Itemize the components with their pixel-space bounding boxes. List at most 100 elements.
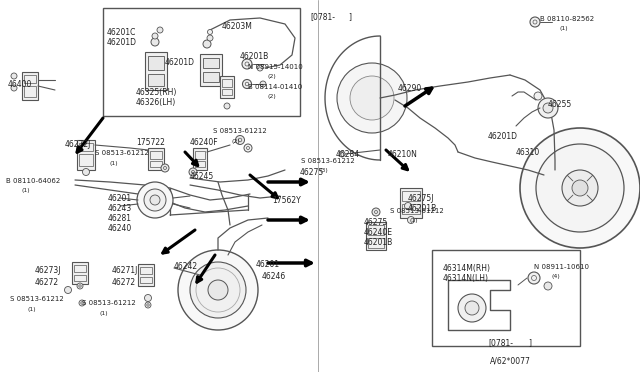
Text: 46201: 46201 — [108, 194, 132, 203]
Text: 46245: 46245 — [190, 172, 214, 181]
Text: (1): (1) — [110, 161, 118, 166]
Text: 46201D: 46201D — [488, 132, 518, 141]
Circle shape — [337, 63, 407, 133]
Circle shape — [189, 168, 197, 176]
Bar — [140, 277, 152, 283]
Bar — [195, 161, 205, 167]
Circle shape — [150, 195, 160, 205]
Bar — [103, 8, 300, 116]
Text: 46210N: 46210N — [388, 150, 418, 159]
Circle shape — [404, 202, 412, 209]
Text: 46201D: 46201D — [165, 58, 195, 67]
Text: 46243: 46243 — [108, 204, 132, 213]
Text: 46314N(LH): 46314N(LH) — [443, 274, 489, 283]
Circle shape — [528, 272, 540, 284]
Bar — [145, 52, 167, 90]
Text: S 08513-61212: S 08513-61212 — [82, 300, 136, 306]
Circle shape — [530, 17, 540, 27]
Circle shape — [207, 35, 213, 41]
Text: N 08911-10610: N 08911-10610 — [534, 264, 589, 270]
Circle shape — [151, 38, 159, 46]
Text: (3): (3) — [319, 168, 328, 173]
Bar — [79, 143, 93, 151]
Circle shape — [11, 85, 17, 91]
Text: 46275J: 46275J — [408, 194, 435, 203]
Text: S 08513-61212: S 08513-61212 — [301, 158, 355, 164]
Circle shape — [145, 302, 151, 308]
Bar — [222, 89, 232, 95]
Circle shape — [260, 81, 266, 87]
Text: 46272: 46272 — [35, 278, 59, 287]
Circle shape — [161, 164, 169, 172]
Text: 46240F: 46240F — [190, 138, 219, 147]
Text: 46273J: 46273J — [35, 266, 61, 275]
Text: 46400: 46400 — [8, 80, 33, 89]
Text: 46201: 46201 — [256, 260, 280, 269]
Circle shape — [242, 59, 252, 69]
Bar — [24, 86, 36, 97]
Text: 46272J: 46272J — [65, 140, 92, 149]
Text: 46240E: 46240E — [364, 228, 393, 237]
Text: (2): (2) — [232, 139, 241, 144]
Text: B 08110-82562: B 08110-82562 — [540, 16, 594, 22]
Circle shape — [157, 27, 163, 33]
Circle shape — [458, 294, 486, 322]
Circle shape — [65, 286, 72, 294]
Bar — [72, 262, 88, 284]
Text: 46271J: 46271J — [112, 266, 138, 275]
Circle shape — [257, 65, 263, 71]
Circle shape — [83, 169, 90, 176]
Circle shape — [339, 151, 345, 157]
Text: S 08513-61212: S 08513-61212 — [10, 296, 64, 302]
Circle shape — [536, 144, 624, 232]
Text: 46201B: 46201B — [364, 238, 393, 247]
Circle shape — [208, 280, 228, 300]
Text: S 08513-61212: S 08513-61212 — [390, 208, 444, 214]
Bar — [368, 225, 384, 235]
Bar — [400, 188, 422, 218]
Circle shape — [145, 295, 152, 301]
Bar — [368, 238, 384, 248]
Circle shape — [562, 170, 598, 206]
Text: B 08114-01410: B 08114-01410 — [248, 84, 302, 90]
Circle shape — [11, 73, 17, 79]
Bar — [148, 148, 164, 170]
Circle shape — [178, 250, 258, 330]
Text: S 08513-61212: S 08513-61212 — [213, 128, 267, 134]
Circle shape — [79, 300, 85, 306]
Circle shape — [538, 98, 558, 118]
Text: (1): (1) — [410, 218, 419, 223]
Circle shape — [350, 76, 394, 120]
Text: 17562Y: 17562Y — [272, 196, 301, 205]
Bar — [150, 151, 162, 159]
Circle shape — [572, 180, 588, 196]
Text: (1): (1) — [559, 26, 568, 31]
Text: B 08110-64062: B 08110-64062 — [6, 178, 60, 184]
Bar — [222, 79, 232, 87]
Text: (4): (4) — [552, 274, 561, 279]
Text: 46201B: 46201B — [240, 52, 269, 61]
Text: 46275: 46275 — [364, 218, 388, 227]
Text: A/62*0077: A/62*0077 — [490, 356, 531, 365]
Bar — [74, 275, 86, 281]
Circle shape — [465, 301, 479, 315]
Bar — [150, 161, 162, 167]
Text: 46281: 46281 — [108, 214, 132, 223]
Text: [0781-: [0781- — [488, 338, 513, 347]
Circle shape — [372, 208, 380, 216]
Bar — [203, 58, 219, 68]
Circle shape — [224, 103, 230, 109]
Circle shape — [520, 128, 640, 248]
Bar — [74, 265, 86, 272]
Text: 46326(LH): 46326(LH) — [136, 98, 176, 107]
Bar — [195, 151, 205, 159]
Text: 46246: 46246 — [262, 272, 286, 281]
Circle shape — [236, 135, 244, 144]
Text: 46325(RH): 46325(RH) — [136, 88, 177, 97]
Circle shape — [207, 29, 212, 35]
Bar — [140, 267, 152, 274]
Bar — [402, 204, 420, 214]
Text: 46201D: 46201D — [107, 38, 137, 47]
Text: ]: ] — [528, 338, 531, 347]
Bar — [203, 72, 219, 82]
